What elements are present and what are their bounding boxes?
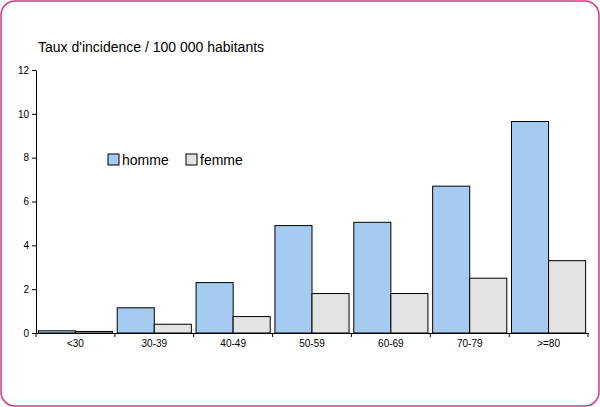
x-separator — [351, 333, 352, 337]
legend-label: femme — [200, 152, 243, 168]
y-tick-label: 6 — [23, 196, 29, 207]
bar — [312, 294, 349, 333]
x-tick-label: <30 — [67, 338, 84, 349]
bar — [233, 317, 270, 333]
x-separator — [509, 333, 510, 337]
plot: 0 2 4 6 8 10 12 <30 30-39 40-49 50-59 60-69 70-79 >=8… — [18, 65, 589, 349]
x-separator — [272, 333, 273, 337]
bar — [433, 186, 470, 333]
x-separator — [430, 333, 431, 337]
x-separator — [114, 333, 115, 337]
y-tick-label: 10 — [18, 109, 30, 120]
bar — [38, 331, 75, 333]
chart-title: Taux d'incidence / 100 000 habitants — [38, 39, 264, 55]
y-tick: 2 — [23, 284, 36, 295]
bar — [354, 222, 391, 333]
y-tick: 6 — [23, 196, 36, 207]
y-tick: 10 — [18, 109, 36, 120]
y-tick-mark — [32, 245, 36, 246]
x-tick: 60-69 — [378, 333, 404, 349]
x-separator — [193, 333, 194, 337]
bars — [38, 122, 585, 333]
y-tick-mark — [32, 70, 36, 71]
bar — [470, 278, 507, 333]
y-axis: 0 2 4 6 8 10 12 — [18, 65, 37, 339]
y-tick-mark — [32, 289, 36, 290]
y-tick: 8 — [23, 152, 36, 163]
y-tick-label: 4 — [23, 240, 29, 251]
bar — [117, 308, 154, 333]
x-tick: 40-49 — [220, 333, 246, 349]
x-tick: 70-79 — [457, 333, 483, 349]
bar — [275, 226, 312, 333]
y-tick: 0 — [23, 328, 36, 339]
x-tick-label: 50-59 — [299, 338, 325, 349]
series-0 — [38, 122, 548, 333]
x-axis-line — [37, 333, 589, 334]
bar — [512, 122, 549, 333]
legend: homme femme — [108, 152, 243, 168]
y-tick-label: 2 — [23, 284, 29, 295]
bar — [196, 283, 233, 333]
x-tick-label: 70-79 — [457, 338, 483, 349]
legend-swatch — [186, 154, 197, 165]
x-tick: <30 — [67, 333, 84, 349]
y-tick: 12 — [18, 65, 36, 76]
x-tick: 50-59 — [299, 333, 325, 349]
x-tick: 30-39 — [141, 333, 167, 349]
y-tick: 4 — [23, 240, 36, 251]
x-tick-label: >=80 — [537, 338, 560, 349]
chart: 0 2 4 6 8 10 12 <30 30-39 40-49 50-59 60-69 70-79 >=8… — [0, 0, 600, 407]
bar — [391, 294, 428, 333]
x-separator — [588, 333, 589, 337]
y-tick-mark — [32, 202, 36, 203]
y-tick-mark — [32, 114, 36, 115]
x-tick: >=80 — [537, 333, 560, 349]
y-tick-label: 0 — [23, 328, 29, 339]
y-axis-line — [36, 71, 37, 334]
y-tick-mark — [32, 158, 36, 159]
legend-item: homme — [108, 152, 169, 168]
y-tick-mark — [32, 333, 36, 334]
bar — [75, 331, 112, 333]
x-separator — [36, 333, 37, 337]
legend-item: femme — [186, 152, 243, 168]
x-tick-label: 60-69 — [378, 338, 404, 349]
legend-label: homme — [122, 152, 169, 168]
x-tick-label: 30-39 — [141, 338, 167, 349]
x-tick-label: 40-49 — [220, 338, 246, 349]
bar — [549, 261, 586, 333]
x-axis: <30 30-39 40-49 50-59 60-69 70-79 >=80 — [37, 333, 589, 349]
bar — [154, 324, 191, 333]
page-frame — [1, 1, 599, 406]
y-tick-label: 12 — [18, 65, 30, 76]
y-tick-label: 8 — [23, 152, 29, 163]
series-1 — [75, 261, 585, 333]
legend-swatch — [108, 154, 119, 165]
